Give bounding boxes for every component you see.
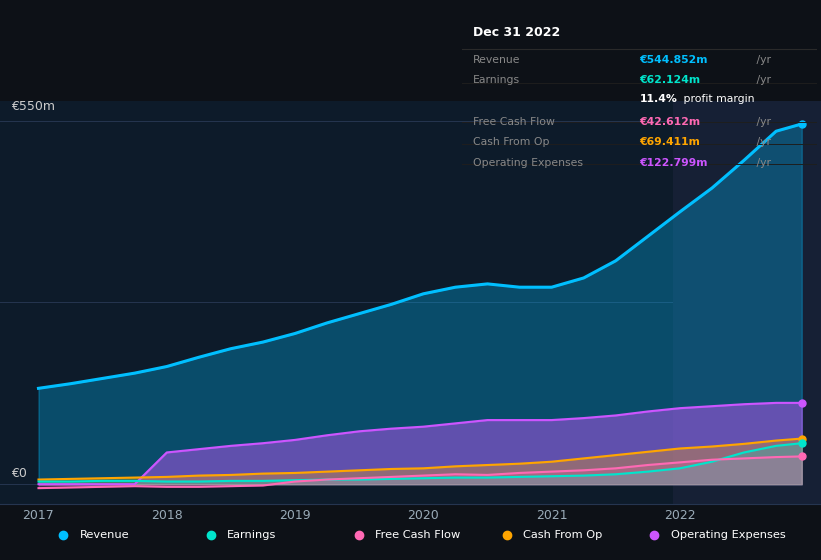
Text: Free Cash Flow: Free Cash Flow <box>375 530 461 540</box>
Text: Cash From Op: Cash From Op <box>523 530 602 540</box>
Text: €42.612m: €42.612m <box>640 117 700 127</box>
Text: /yr: /yr <box>753 157 771 167</box>
Text: /yr: /yr <box>753 55 771 66</box>
Text: profit margin: profit margin <box>681 94 754 104</box>
Bar <box>673 101 821 504</box>
Text: Earnings: Earnings <box>227 530 277 540</box>
Text: Operating Expenses: Operating Expenses <box>473 157 583 167</box>
Text: €550m: €550m <box>11 100 55 113</box>
Text: /yr: /yr <box>753 117 771 127</box>
Text: Revenue: Revenue <box>473 55 521 66</box>
Text: /yr: /yr <box>753 137 771 147</box>
Text: €122.799m: €122.799m <box>640 157 708 167</box>
Text: Revenue: Revenue <box>80 530 129 540</box>
Text: €544.852m: €544.852m <box>640 55 708 66</box>
Text: 11.4%: 11.4% <box>640 94 677 104</box>
Text: Operating Expenses: Operating Expenses <box>671 530 786 540</box>
Text: €0: €0 <box>11 467 26 480</box>
Text: €69.411m: €69.411m <box>640 137 700 147</box>
Text: Dec 31 2022: Dec 31 2022 <box>473 26 560 39</box>
Text: €62.124m: €62.124m <box>640 76 700 86</box>
Text: Earnings: Earnings <box>473 76 520 86</box>
Text: Free Cash Flow: Free Cash Flow <box>473 117 554 127</box>
Text: Cash From Op: Cash From Op <box>473 137 549 147</box>
Text: /yr: /yr <box>753 76 771 86</box>
